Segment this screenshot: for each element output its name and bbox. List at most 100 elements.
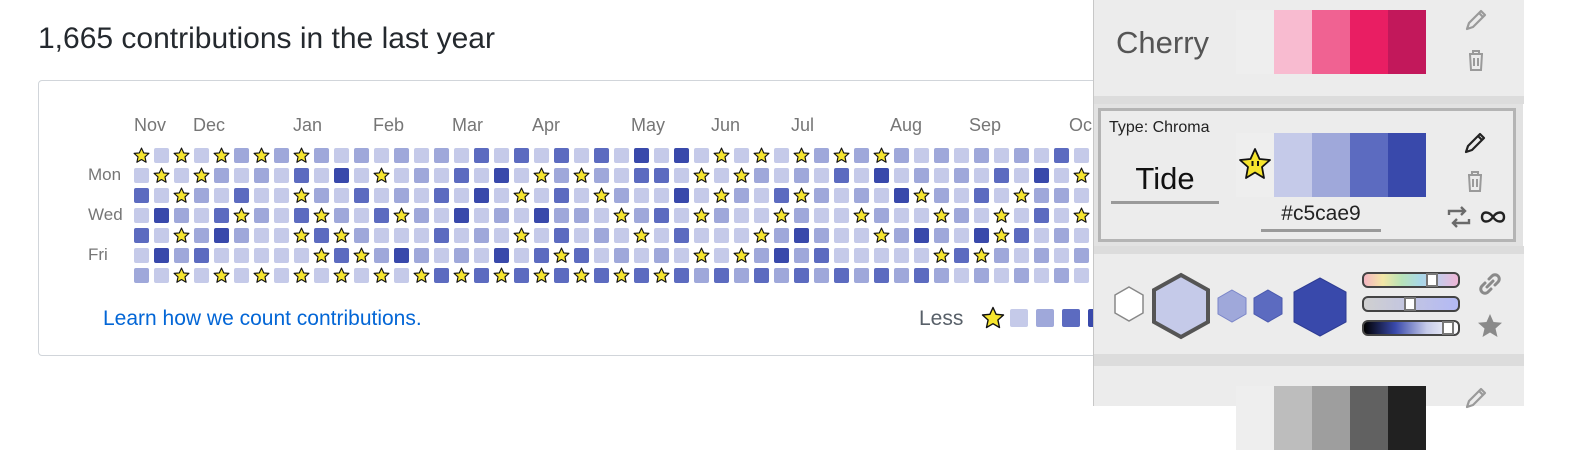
contribution-cell[interactable] <box>874 188 889 203</box>
contribution-cell[interactable] <box>753 227 770 243</box>
contribution-cell[interactable] <box>174 208 189 223</box>
contribution-cell[interactable] <box>154 208 169 223</box>
palette-tide[interactable]: Type: Chroma Tide #c5cae9 <box>1098 108 1516 242</box>
contribution-cell[interactable] <box>674 188 689 203</box>
contribution-cell[interactable] <box>373 167 390 183</box>
contribution-cell[interactable] <box>654 248 669 263</box>
contribution-cell[interactable] <box>814 148 829 163</box>
contribution-cell[interactable] <box>253 147 270 163</box>
contribution-cell[interactable] <box>554 148 569 163</box>
contribution-cell[interactable] <box>614 228 629 243</box>
contribution-cell[interactable] <box>774 168 789 183</box>
contribution-cell[interactable] <box>873 147 890 163</box>
chroma-slider-thumb[interactable] <box>1404 297 1416 311</box>
contribution-cell[interactable] <box>333 267 350 283</box>
contribution-cell[interactable] <box>214 248 229 263</box>
contribution-cell[interactable] <box>914 268 929 283</box>
contribution-cell[interactable] <box>414 248 429 263</box>
contribution-cell[interactable] <box>434 208 449 223</box>
contribution-cell[interactable] <box>954 148 969 163</box>
link-icon[interactable] <box>1474 268 1506 300</box>
contribution-cell[interactable] <box>194 228 209 243</box>
contribution-cell[interactable] <box>654 168 669 183</box>
contribution-cell[interactable] <box>774 248 789 263</box>
contribution-cell[interactable] <box>214 208 229 223</box>
contribution-cell[interactable] <box>334 168 349 183</box>
contribution-cell[interactable] <box>934 168 949 183</box>
contribution-cell[interactable] <box>414 208 429 223</box>
contribution-cell[interactable] <box>434 268 449 283</box>
contribution-cell[interactable] <box>153 167 170 183</box>
contribution-cell[interactable] <box>494 188 509 203</box>
contribution-cell[interactable] <box>714 228 729 243</box>
tide-swatch-0[interactable] <box>1236 133 1274 197</box>
contribution-cell[interactable] <box>1034 148 1049 163</box>
contribution-cell[interactable] <box>394 148 409 163</box>
contribution-cell[interactable] <box>254 188 269 203</box>
contribution-cell[interactable] <box>853 207 870 223</box>
contribution-cell[interactable] <box>714 268 729 283</box>
contribution-cell[interactable] <box>274 168 289 183</box>
tide-swatch-1[interactable] <box>1274 133 1312 197</box>
contribution-cell[interactable] <box>214 228 229 243</box>
contribution-cell[interactable] <box>594 168 609 183</box>
contribution-cell[interactable] <box>874 208 889 223</box>
contribution-cell[interactable] <box>534 188 549 203</box>
contribution-cell[interactable] <box>154 268 169 283</box>
contribution-cell[interactable] <box>474 268 489 283</box>
hue-slider-thumb[interactable] <box>1426 273 1438 287</box>
contribution-cell[interactable] <box>854 228 869 243</box>
contribution-cell[interactable] <box>274 148 289 163</box>
contribution-cell[interactable] <box>734 148 749 163</box>
contribution-cell[interactable] <box>314 228 329 243</box>
contribution-cell[interactable] <box>774 188 789 203</box>
hexagon-selected-icon[interactable] <box>1150 272 1212 340</box>
contribution-cell[interactable] <box>794 248 809 263</box>
contribution-cell[interactable] <box>794 268 809 283</box>
contribution-cell[interactable] <box>574 248 589 263</box>
contribution-cell[interactable] <box>934 148 949 163</box>
contribution-cell[interactable] <box>694 228 709 243</box>
trash-icon[interactable] <box>1462 46 1490 74</box>
contribution-cell[interactable] <box>354 168 369 183</box>
contribution-cell[interactable] <box>134 168 149 183</box>
contribution-cell[interactable] <box>253 267 270 283</box>
contribution-cell[interactable] <box>814 188 829 203</box>
contribution-cell[interactable] <box>574 148 589 163</box>
contribution-cell[interactable] <box>614 248 629 263</box>
contribution-cell[interactable] <box>194 268 209 283</box>
infinity-icon[interactable] <box>1477 203 1509 231</box>
contribution-cell[interactable] <box>674 228 689 243</box>
contribution-cell[interactable] <box>954 208 969 223</box>
contribution-cell[interactable] <box>234 168 249 183</box>
contribution-cell[interactable] <box>294 248 309 263</box>
contribution-cell[interactable] <box>374 248 389 263</box>
contribution-cell[interactable] <box>193 167 210 183</box>
contribution-cell[interactable] <box>293 267 310 283</box>
contribution-cell[interactable] <box>654 188 669 203</box>
contribution-cell[interactable] <box>194 148 209 163</box>
contribution-cell[interactable] <box>394 188 409 203</box>
contribution-cell[interactable] <box>873 227 890 243</box>
contribution-cell[interactable] <box>154 228 169 243</box>
contribution-cell[interactable] <box>993 207 1010 223</box>
star-icon[interactable] <box>1474 310 1506 342</box>
contribution-cell[interactable] <box>233 207 250 223</box>
contribution-cell[interactable] <box>994 248 1009 263</box>
contribution-cell[interactable] <box>834 168 849 183</box>
contribution-cell[interactable] <box>294 208 309 223</box>
contribution-cell[interactable] <box>493 267 510 283</box>
contribution-cell[interactable] <box>614 168 629 183</box>
contribution-cell[interactable] <box>854 148 869 163</box>
contribution-cell[interactable] <box>234 228 249 243</box>
contribution-cell[interactable] <box>173 147 190 163</box>
contribution-cell[interactable] <box>894 228 909 243</box>
contribution-cell[interactable] <box>754 208 769 223</box>
contribution-cell[interactable] <box>274 248 289 263</box>
contribution-cell[interactable] <box>534 248 549 263</box>
contribution-cell[interactable] <box>274 208 289 223</box>
contribution-cell[interactable] <box>514 268 529 283</box>
lightness-slider[interactable] <box>1362 320 1460 336</box>
contribution-cell[interactable] <box>814 268 829 283</box>
contribution-cell[interactable] <box>1054 208 1069 223</box>
